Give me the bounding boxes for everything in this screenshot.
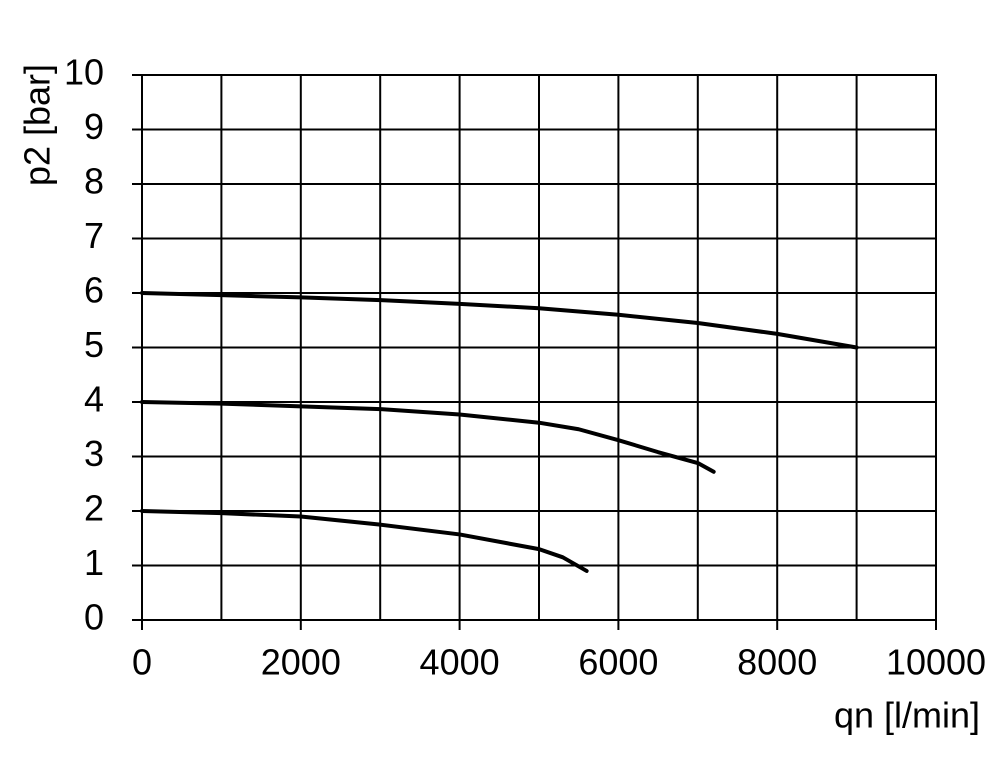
x-tick-label: 10000 [886,642,986,683]
y-tick-label: 7 [84,215,104,256]
x-tick-label: 8000 [737,642,817,683]
y-tick-label: 9 [84,106,104,147]
x-tick-label: 4000 [420,642,500,683]
y-tick-label: 6 [84,270,104,311]
y-axis-label: p2 [bar] [17,64,58,186]
x-tick-label: 2000 [261,642,341,683]
x-axis-label: qn [l/min] [834,695,980,736]
y-tick-label: 5 [84,324,104,365]
y-tick-label: 1 [84,542,104,583]
y-tick-label: 10 [64,52,104,93]
y-tick-label: 0 [84,597,104,638]
line [140,509,589,573]
x-tick-label: 0 [132,642,152,683]
y-tick-label: 3 [84,433,104,474]
y-tick-label: 8 [84,161,104,202]
line [140,400,716,474]
x-tick-label: 6000 [578,642,658,683]
line [140,291,859,350]
y-tick-label: 2 [84,488,104,529]
y-tick-label: 4 [84,379,104,420]
